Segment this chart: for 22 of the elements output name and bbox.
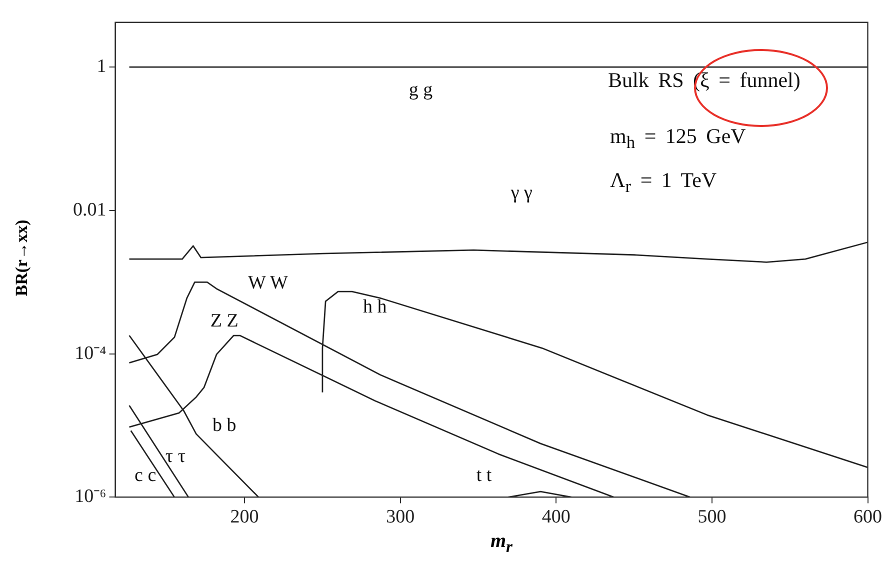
x-tick-label: 400 [542, 506, 570, 528]
x-tick-label: 200 [230, 506, 259, 528]
series-label: τ τ [165, 446, 186, 467]
text: γ γ [510, 182, 532, 204]
x-axis-title: m$_{r}$ [489, 530, 514, 557]
x-tick-label: 500 [698, 506, 726, 528]
series-label: t t [476, 464, 492, 486]
y-tick-label: 10⁻⁶ [74, 486, 106, 508]
annotation: Λ$_{r}$ = 1 TeV [610, 168, 717, 198]
y-tick-label: 10⁻⁴ [74, 342, 107, 364]
series-label: g g [408, 79, 434, 100]
series-label: Z Z [210, 310, 238, 332]
y-tick-label: 0.01 [73, 199, 106, 220]
x-tick-label: 600 [854, 506, 882, 528]
y-tick-label: 1 [96, 56, 106, 78]
x-tick-label: 300 [386, 506, 415, 528]
series-label: b b [212, 414, 236, 436]
series-label: c c [134, 464, 156, 486]
annotation: m$_{h}$ = 125 GeV [610, 124, 746, 154]
series-label: h h [362, 296, 388, 318]
y-axis-title: BR(r→xx) [12, 220, 32, 296]
series-label: W W [248, 272, 288, 294]
